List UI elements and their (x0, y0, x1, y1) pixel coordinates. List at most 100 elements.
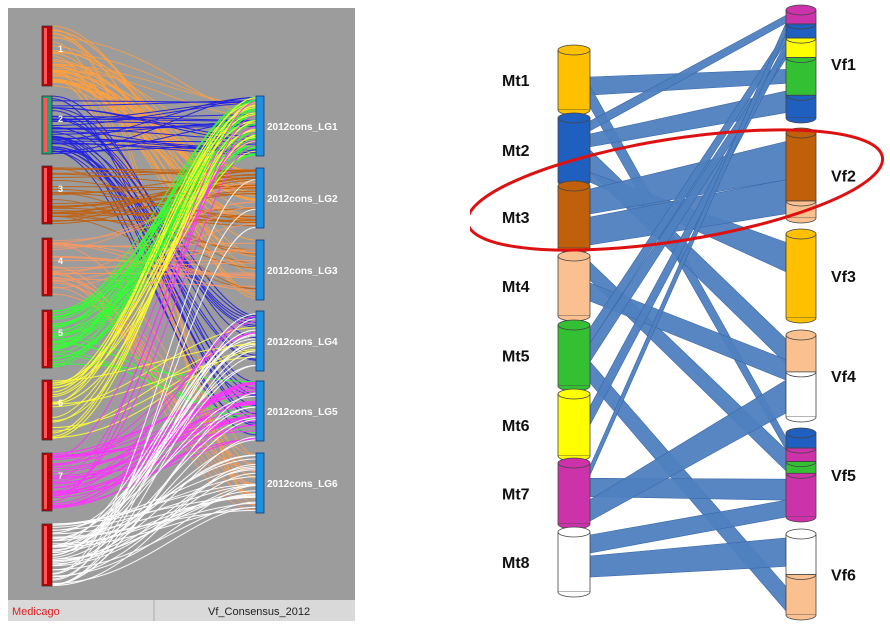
consensus-bar[interactable] (256, 381, 264, 441)
mt-cylinder-7[interactable] (558, 458, 590, 529)
mt-cylinder-1[interactable] (558, 45, 590, 115)
consensus-group-label: 2012cons_LG3 (267, 266, 338, 277)
vf-label: Vf2 (831, 169, 856, 186)
synteny-viewer-panel: 1 2 3 4 5 6 7 2012cons_LG1 2012cons_LG2 2012cons_… (8, 8, 355, 621)
cylinder-segment (786, 372, 816, 417)
consensus-bar[interactable] (256, 168, 264, 228)
mt-cylinder-2[interactable] (558, 113, 590, 187)
cylinder-segment (786, 335, 816, 372)
chromosome-bar-highlight (44, 240, 47, 294)
vf-label: Vf4 (831, 369, 856, 386)
vf-label: Vf6 (831, 568, 856, 585)
mt-label: Mt2 (502, 143, 530, 160)
chromosome-bar-highlight (44, 526, 47, 584)
chromosome-number-label: 1 (58, 44, 63, 54)
vf-label: Vf5 (831, 468, 856, 485)
cylinder-top (786, 5, 816, 15)
chromosome-number-label: 6 (58, 398, 63, 408)
chromosome-number-label: 2 (58, 114, 63, 124)
vf-cylinder-6[interactable] (786, 529, 816, 620)
mt-cylinder-5[interactable] (558, 320, 590, 391)
footer-medicago-label[interactable]: Medicago (12, 606, 60, 618)
vf-label: Vf1 (831, 57, 856, 74)
consensus-group-label: 2012cons_LG1 (267, 122, 338, 133)
cylinder-segment (786, 24, 816, 38)
cylinder-segment (558, 463, 590, 524)
mt-cylinder-6[interactable] (558, 389, 590, 461)
vf-cylinder-5[interactable] (786, 428, 816, 522)
mt-label: Mt4 (502, 279, 530, 296)
chromosome-number-label: 3 (58, 184, 63, 194)
cylinder-segment (558, 256, 590, 316)
vf-cylinder-3[interactable] (786, 229, 816, 323)
chromosome-number-label: 7 (58, 471, 63, 481)
chromosome-number-label: 4 (58, 256, 63, 266)
cylinder-top (786, 229, 816, 239)
footer-consensus-label[interactable]: Vf_Consensus_2012 (208, 606, 310, 618)
cylinder-segment (786, 448, 816, 461)
cylinder-segment (786, 38, 816, 57)
consensus-group-label: 2012cons_LG5 (267, 407, 338, 418)
consensus-bar[interactable] (256, 240, 264, 300)
mt-cylinder-4[interactable] (558, 251, 590, 321)
cylinder-segment (786, 234, 816, 318)
cylinder-bottom (558, 592, 590, 597)
cylinder-segment (558, 532, 590, 592)
mt-label: Mt5 (502, 349, 530, 366)
cylinder-segment (786, 575, 816, 616)
consensus-bar[interactable] (256, 311, 264, 371)
cylinder-top (558, 251, 590, 261)
cylinder-top (558, 45, 590, 55)
cylinder-top (558, 458, 590, 468)
ribbon-connections (590, 15, 786, 611)
cylinder-segment (786, 473, 816, 517)
consensus-group-label: 2012cons_LG4 (267, 337, 338, 348)
chromosome-bar-highlight (44, 455, 47, 509)
cylinder-segment (558, 118, 590, 182)
mt-label: Mt1 (502, 73, 530, 90)
schematic-map: Mt1Mt2Mt3Mt4Mt5Mt6Mt7Mt8Vf1Vf2Vf3Vf4Vf5V… (470, 0, 890, 621)
consensus-bar[interactable] (256, 453, 264, 513)
vf-cylinder-1[interactable] (786, 5, 816, 123)
cylinder-top (558, 389, 590, 399)
chromosome-bar-highlight (44, 168, 47, 222)
medicago-chromosome-8[interactable] (42, 524, 52, 586)
cylinder-bottom (786, 615, 816, 620)
mt-cylinder-3[interactable] (558, 181, 590, 253)
chromosome-number-label: 5 (58, 328, 63, 338)
chromosome-bar-highlight (44, 382, 47, 438)
cylinder-segment (558, 186, 590, 248)
mt-cylinder-8[interactable] (558, 527, 590, 597)
cylinder-top (558, 113, 590, 123)
consensus-bar[interactable] (256, 96, 264, 156)
cylinder-segment (558, 50, 590, 110)
cylinder-top (558, 320, 590, 330)
cylinder-top (786, 428, 816, 438)
vf-cylinder-4[interactable] (786, 330, 816, 422)
cylinder-bottom (786, 118, 816, 123)
chromosome-bar-highlight (44, 28, 47, 84)
cylinder-bottom (786, 318, 816, 323)
vf-label: Vf3 (831, 269, 856, 286)
cylinder-bottom (786, 218, 816, 223)
cylinder-top (558, 527, 590, 537)
cylinder-bottom (786, 517, 816, 522)
consensus-group-label: 2012cons_LG2 (267, 194, 338, 205)
cylinder-segment (786, 58, 816, 96)
cylinder-top (786, 330, 816, 340)
cylinder-segment (558, 394, 590, 456)
synteny-map: 1 2 3 4 5 6 7 2012cons_LG1 2012cons_LG2 2012cons_… (8, 8, 355, 621)
consensus-group-label: 2012cons_LG6 (267, 479, 338, 490)
mt-label: Mt6 (502, 418, 530, 435)
cylinder-top (558, 181, 590, 191)
cylinder-bottom (786, 417, 816, 422)
cylinder-segment (786, 534, 816, 575)
cylinder-segment (786, 133, 816, 201)
chromosome-bar-highlight (44, 312, 47, 366)
mt-label: Mt3 (502, 210, 530, 227)
mt-label: Mt8 (502, 555, 530, 572)
cylinder-top (786, 529, 816, 539)
chromosome-bar-highlight (44, 98, 47, 152)
cylinder-segment (558, 325, 590, 386)
